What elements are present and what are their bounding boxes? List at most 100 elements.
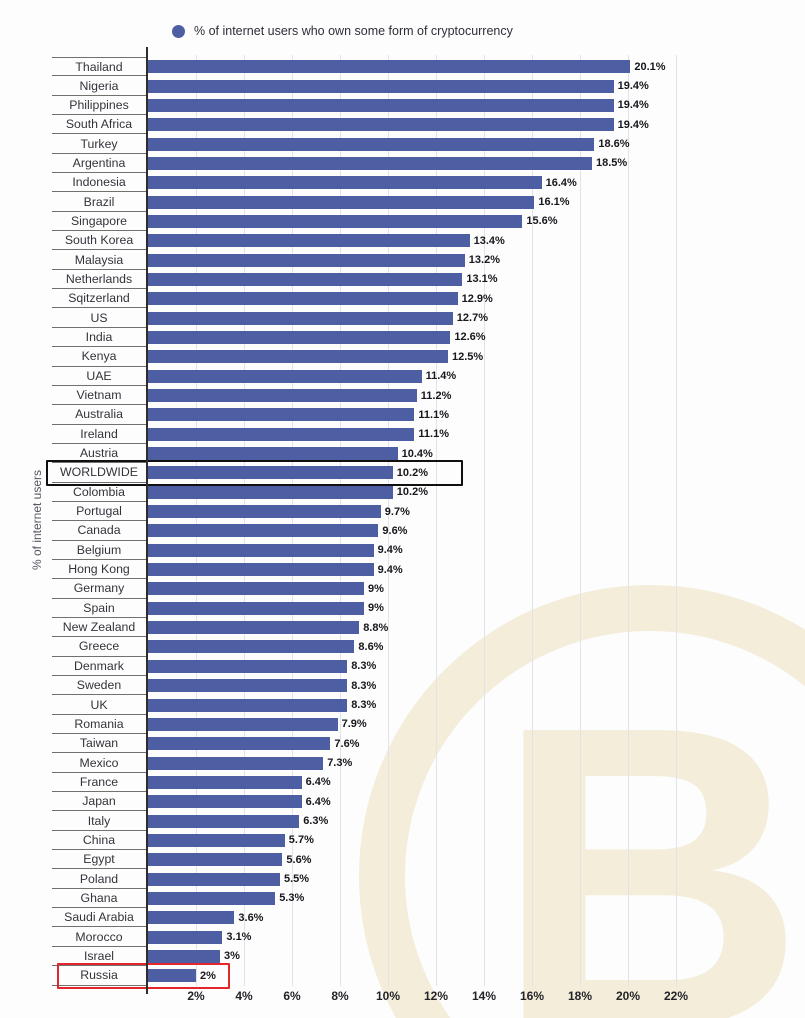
chart-row-belgium: Belgium 9.4% xyxy=(0,541,805,560)
category-label: UK xyxy=(52,695,146,715)
category-label-cell: Poland xyxy=(0,869,146,889)
category-label-cell: Sqitzerland xyxy=(0,289,146,309)
bar-mexico xyxy=(148,756,324,770)
category-label: Sweden xyxy=(52,676,146,696)
bar-morocco xyxy=(148,930,223,944)
chart-row-poland: Poland 5.5% xyxy=(0,869,805,889)
category-label: Mexico xyxy=(52,753,146,773)
bar-area: 10.4% xyxy=(146,444,805,463)
bar-area: 8.8% xyxy=(146,618,805,637)
bar-south-africa xyxy=(148,118,614,132)
value-label: 7.6% xyxy=(334,737,360,750)
chart-row-uk: UK 8.3% xyxy=(0,695,805,715)
value-label: 10.2% xyxy=(396,466,428,479)
bar-us xyxy=(148,311,453,325)
category-label-cell: South Korea xyxy=(0,231,146,251)
category-label: Nigeria xyxy=(52,76,146,96)
category-label-cell: UAE xyxy=(0,367,146,386)
category-label: Italy xyxy=(52,811,146,831)
category-label-cell: Russia xyxy=(0,966,146,986)
category-label: Spain xyxy=(52,599,146,618)
bar-india xyxy=(148,330,451,344)
chart-row-italy: Italy 6.3% xyxy=(0,811,805,831)
bar-sqitzerland xyxy=(148,292,458,306)
bar-uae xyxy=(148,369,422,383)
bar-area: 3% xyxy=(146,947,805,966)
bar-greece xyxy=(148,640,355,654)
bar-area: 12.5% xyxy=(146,347,805,366)
bar-area: 2% xyxy=(146,966,805,985)
chart-row-philippines: Philippines 19.4% xyxy=(0,96,805,116)
value-label: 16.4% xyxy=(545,176,577,189)
category-label-cell: Thailand xyxy=(0,57,146,77)
chart-row-israel: Israel 3% xyxy=(0,947,805,967)
bar-area: 6.4% xyxy=(146,792,805,811)
bar-area: 15.6% xyxy=(146,212,805,231)
category-label: Brazil xyxy=(52,192,146,212)
chart-row-south-korea: South Korea 13.4% xyxy=(0,231,805,251)
chart-row-spain: Spain 9% xyxy=(0,599,805,618)
gridline-10 xyxy=(388,55,389,986)
bar-romania xyxy=(148,717,338,731)
bar-south-korea xyxy=(148,234,470,248)
bar-area: 11.2% xyxy=(146,386,805,405)
gridline-4 xyxy=(244,55,245,986)
chart-row-india: India 12.6% xyxy=(0,328,805,348)
chart-row-sqitzerland: Sqitzerland 12.9% xyxy=(0,289,805,309)
category-label: Argentina xyxy=(52,154,146,174)
bar-area: 8.3% xyxy=(146,676,805,695)
value-label: 9.6% xyxy=(382,524,408,537)
bar-area: 7.6% xyxy=(146,734,805,753)
bar-italy xyxy=(148,814,300,828)
bar-area: 19.4% xyxy=(146,96,805,115)
category-label-cell: UK xyxy=(0,695,146,715)
category-label-cell: Singapore xyxy=(0,212,146,232)
category-label: Hong Kong xyxy=(52,560,146,580)
bar-australia xyxy=(148,408,415,422)
chart-row-mexico: Mexico 7.3% xyxy=(0,753,805,773)
x-tick-label-20: 20% xyxy=(615,989,641,1003)
chart-row-ghana: Ghana 5.3% xyxy=(0,889,805,909)
bar-saudi-arabia xyxy=(148,911,235,925)
value-label: 18.5% xyxy=(596,157,628,170)
bar-area: 5.5% xyxy=(146,869,805,888)
value-label: 9.4% xyxy=(377,544,403,557)
chart-row-sweden: Sweden 8.3% xyxy=(0,676,805,696)
worldwide-highlight-box xyxy=(46,459,463,486)
bar-area: 16.1% xyxy=(146,192,805,211)
category-label-cell: Morocco xyxy=(0,927,146,947)
gridline-16 xyxy=(532,55,533,986)
x-tick-label-12: 12% xyxy=(423,989,449,1003)
bar-area: 13.2% xyxy=(146,250,805,269)
bar-area: 19.4% xyxy=(146,115,805,134)
value-label: 19.4% xyxy=(617,99,649,112)
bar-singapore xyxy=(148,214,523,228)
bar-china xyxy=(148,833,285,847)
category-label: Thailand xyxy=(52,57,146,77)
value-label: 3% xyxy=(224,950,240,963)
chart-row-saudi-arabia: Saudi Arabia 3.6% xyxy=(0,908,805,928)
x-axis-tick-labels: 2% 4% 6% 8% 10% 12% 14% 16% 18% 20% 22% xyxy=(0,989,805,1009)
category-label-cell: Australia xyxy=(0,405,146,425)
bar-hong-kong xyxy=(148,563,374,577)
x-tick-label-6: 6% xyxy=(283,989,301,1003)
chart-row-kenya: Kenya 12.5% xyxy=(0,347,805,367)
bar-area: 12.9% xyxy=(146,289,805,308)
category-label-cell: Turkey xyxy=(0,134,146,154)
bar-belgium xyxy=(148,543,374,557)
bar-taiwan xyxy=(148,737,331,751)
category-label: Saudi Arabia xyxy=(52,908,146,928)
category-label-cell: Ireland xyxy=(0,425,146,444)
category-label: Kenya xyxy=(52,347,146,367)
value-label: 10.2% xyxy=(396,486,428,499)
value-label: 5.5% xyxy=(284,873,310,886)
bar-russia xyxy=(148,969,196,983)
value-label: 12.9% xyxy=(461,292,493,305)
bar-area: 7.9% xyxy=(146,715,805,734)
category-label-cell: Nigeria xyxy=(0,76,146,96)
bar-sweden xyxy=(148,679,348,693)
chart-row-canada: Canada 9.6% xyxy=(0,521,805,541)
chart-row-ireland: Ireland 11.1% xyxy=(0,425,805,444)
value-label: 11.1% xyxy=(418,408,449,421)
